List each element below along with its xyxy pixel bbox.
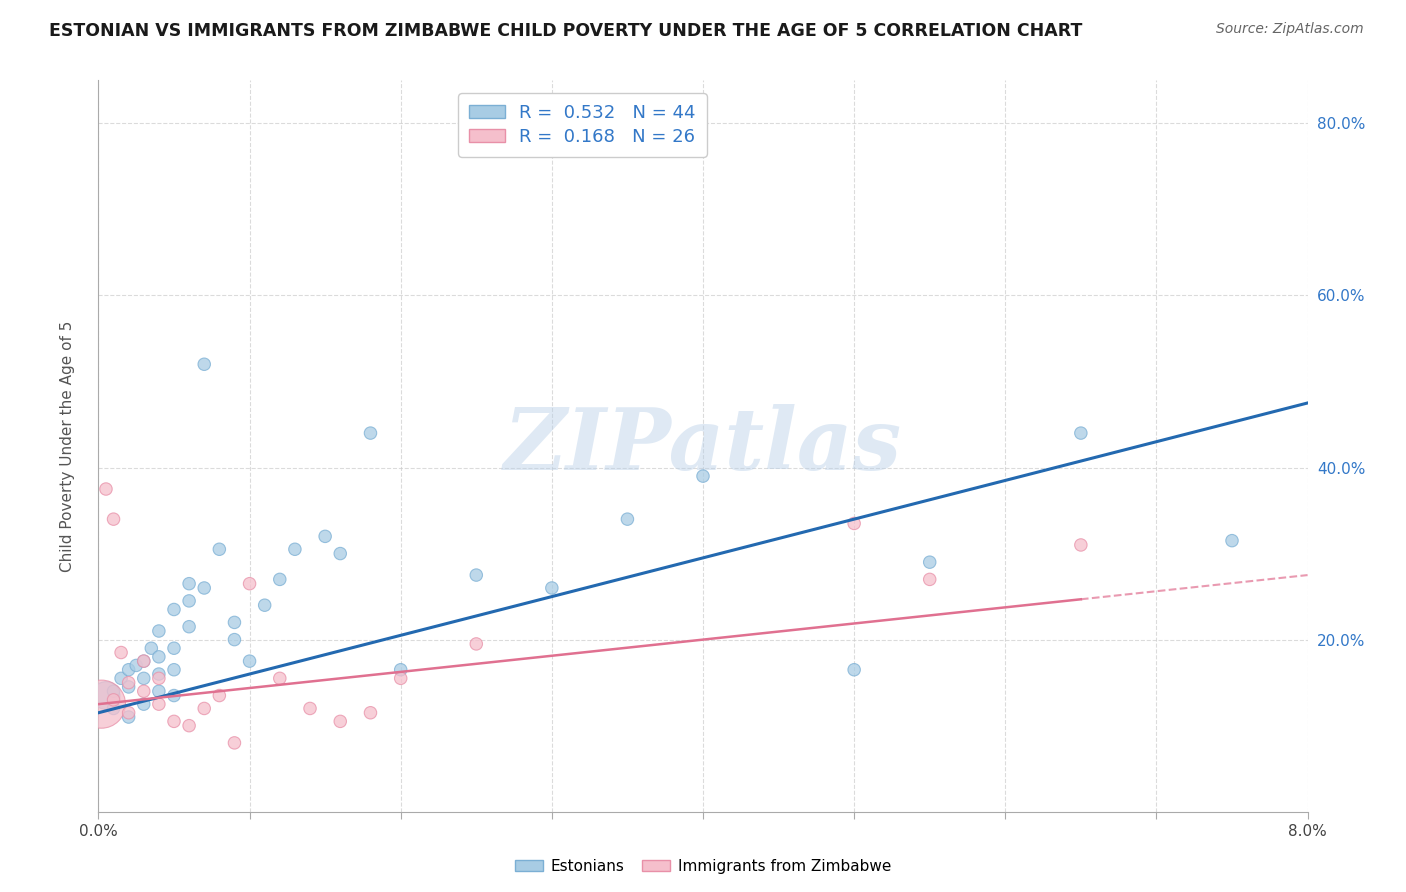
Point (918, 573, 941, 587)
Point (94, 482, 117, 496)
Point (148, 667, 170, 681)
Point (269, 671, 291, 685)
Point (208, 542, 231, 557)
Point (1070, 426, 1092, 441)
Point (844, 516, 866, 531)
Point (103, 701, 125, 715)
Point (148, 671, 170, 685)
Point (193, 357, 215, 371)
Point (329, 714, 352, 729)
Point (299, 701, 322, 715)
Point (103, 512, 125, 526)
Point (224, 615, 246, 630)
Point (103, 693, 125, 707)
Legend: R =  0.532   N = 44, R =  0.168   N = 26: R = 0.532 N = 44, R = 0.168 N = 26 (458, 93, 707, 157)
Point (163, 714, 186, 729)
Point (132, 684, 155, 698)
Point (193, 581, 215, 595)
Point (465, 568, 488, 582)
Point (148, 684, 170, 698)
Point (239, 654, 262, 668)
Point (118, 710, 141, 724)
Point (179, 594, 201, 608)
Point (360, 426, 382, 441)
Point (148, 697, 170, 711)
Point (193, 701, 215, 715)
Point (1220, 533, 1243, 548)
Point (1070, 538, 1092, 552)
Point (389, 671, 412, 685)
Point (118, 706, 141, 720)
Point (110, 671, 132, 685)
Point (208, 689, 231, 703)
Text: ESTONIAN VS IMMIGRANTS FROM ZIMBABWE CHILD POVERTY UNDER THE AGE OF 5 CORRELATIO: ESTONIAN VS IMMIGRANTS FROM ZIMBABWE CHI… (49, 22, 1083, 40)
Point (132, 697, 155, 711)
Point (132, 654, 155, 668)
Point (132, 671, 155, 685)
Point (389, 663, 412, 677)
Point (110, 646, 132, 660)
Point (125, 658, 148, 673)
Point (179, 719, 201, 733)
Point (90, 697, 112, 711)
Point (118, 675, 141, 690)
Text: Source: ZipAtlas.com: Source: ZipAtlas.com (1216, 22, 1364, 37)
Legend: Estonians, Immigrants from Zimbabwe: Estonians, Immigrants from Zimbabwe (509, 853, 897, 880)
Point (692, 469, 714, 483)
Point (163, 602, 186, 616)
Text: ZIPatlas: ZIPatlas (503, 404, 903, 488)
Point (103, 684, 125, 698)
Point (918, 555, 941, 569)
Point (253, 598, 276, 612)
Point (239, 576, 262, 591)
Point (148, 649, 170, 664)
Y-axis label: Child Poverty Under the Age of 5: Child Poverty Under the Age of 5 (60, 320, 75, 572)
Point (163, 641, 186, 656)
Point (284, 542, 307, 557)
Point (163, 663, 186, 677)
Point (616, 512, 638, 526)
Point (132, 654, 155, 668)
Point (148, 624, 170, 638)
Point (540, 581, 562, 595)
Point (329, 547, 352, 561)
Point (314, 529, 336, 543)
Point (224, 632, 246, 647)
Point (224, 736, 246, 750)
Point (163, 689, 186, 703)
Point (465, 637, 488, 651)
Point (179, 576, 201, 591)
Point (94, 689, 117, 703)
Point (141, 641, 163, 656)
Point (118, 663, 141, 677)
Point (179, 620, 201, 634)
Point (118, 680, 141, 694)
Point (269, 573, 291, 587)
Point (844, 663, 866, 677)
Point (360, 706, 382, 720)
